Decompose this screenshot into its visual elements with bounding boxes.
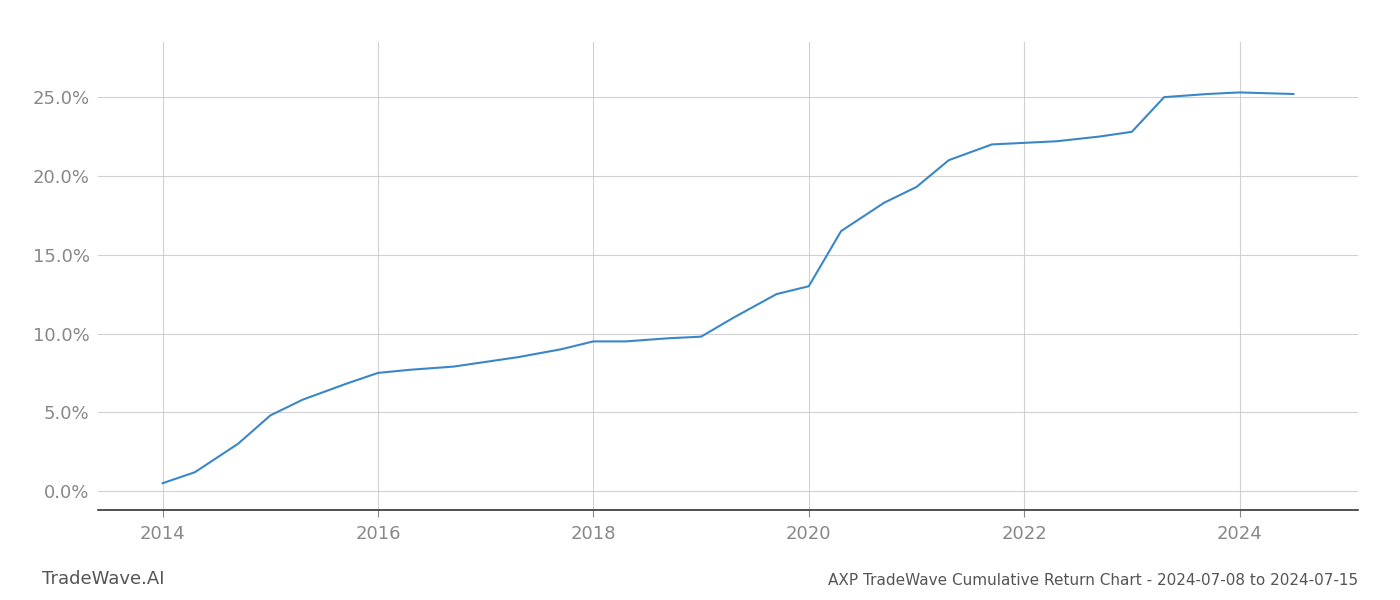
Text: AXP TradeWave Cumulative Return Chart - 2024-07-08 to 2024-07-15: AXP TradeWave Cumulative Return Chart - … [827,573,1358,588]
Text: TradeWave.AI: TradeWave.AI [42,570,165,588]
